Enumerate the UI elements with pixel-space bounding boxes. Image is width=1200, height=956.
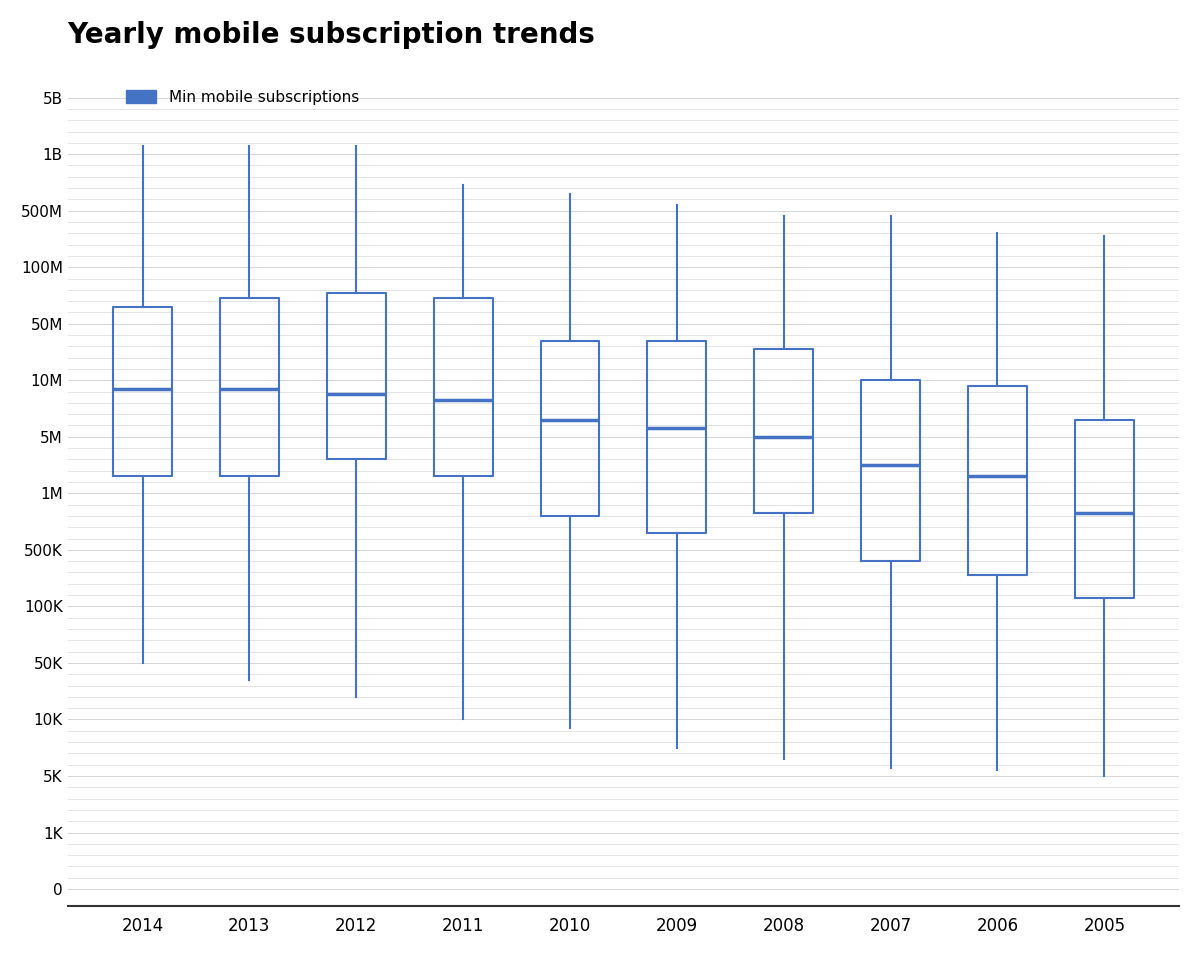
Text: Yearly mobile subscription trends: Yearly mobile subscription trends: [67, 21, 595, 49]
Legend: Min mobile subscriptions: Min mobile subscriptions: [120, 84, 365, 111]
